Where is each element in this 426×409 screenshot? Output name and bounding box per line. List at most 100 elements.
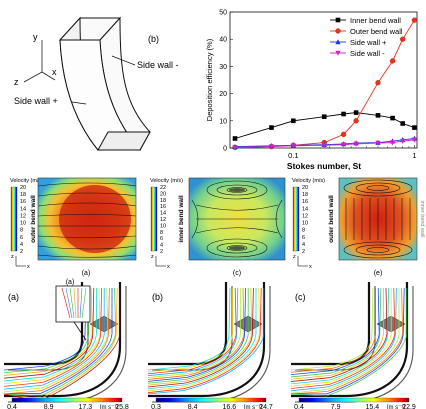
data-point <box>291 118 296 124</box>
y-tick-label: 0 <box>223 146 227 153</box>
bend-inner-wall <box>148 282 228 366</box>
bend-c-label: (c) <box>295 292 306 302</box>
y-tick-label: 10 <box>219 118 227 125</box>
contour-e-streamlines <box>343 179 413 259</box>
particle-trajectory <box>290 287 380 376</box>
bend-outer-wall <box>291 282 409 398</box>
colorbar-tick-label: 6 <box>20 235 23 241</box>
diagram-panel-label: (b) <box>148 34 159 44</box>
bend-colorbar <box>298 397 410 403</box>
y-ticks: 0 10 20 30 40 50 <box>219 10 233 153</box>
particle-trajectory <box>290 287 374 371</box>
series-line <box>234 112 415 139</box>
colorbar-tick-label: 16 <box>160 204 166 210</box>
bend-inner-wall <box>4 282 84 366</box>
bend-colorbar <box>11 397 123 403</box>
colorbar-tick-label: 2 <box>20 249 23 255</box>
colorbar-tick-label: 6 <box>160 236 163 242</box>
particle-trajectory <box>147 287 261 392</box>
axis-x-label: x <box>52 67 57 77</box>
deposition-chart: 0 10 20 30 40 50 0.1 1 Deposition efficiency (… <box>205 10 418 171</box>
colorbar-tick-label: 10 <box>20 221 26 227</box>
bend-colorbar-unit: [m s⁻¹] <box>387 405 405 409</box>
colorbar-tick-label: 14 <box>302 206 308 212</box>
side-plus-pointer <box>71 101 87 105</box>
data-point <box>400 121 405 126</box>
data-point <box>389 140 396 146</box>
data-point <box>321 142 327 149</box>
data-point <box>353 110 359 115</box>
contour-a-axis-z: z <box>11 254 14 260</box>
y-tick-label: 50 <box>219 10 227 17</box>
legend-label: Inner bend wall <box>350 16 401 25</box>
data-point <box>335 17 341 23</box>
colorbar-tick-label: 18 <box>20 192 26 198</box>
series-group <box>232 17 418 151</box>
particle-trajectory <box>3 287 87 371</box>
data-point <box>340 131 347 138</box>
legend-label: Outer bend wall <box>350 27 403 36</box>
side-wall-plus-label: Side wall + <box>14 96 58 106</box>
bend-inner-wall-back <box>152 286 233 371</box>
data-point <box>412 125 417 130</box>
colorbar-tick-label: 20 <box>302 185 308 191</box>
legend-label: Side wall - <box>350 49 385 58</box>
particle-trajectory <box>290 288 408 397</box>
colorbar-tick-label: 4 <box>20 242 23 248</box>
particle-trajectory <box>3 287 101 385</box>
bend-colorbar-tick: 0.3 <box>151 404 161 409</box>
colorbar-tick-label: 16 <box>20 199 26 205</box>
contour-e-label: (e) <box>374 270 383 277</box>
side-wall-minus-label: Side wall - <box>137 60 179 70</box>
contour-c-axis-z: z <box>151 254 154 260</box>
bend-a-inset <box>55 285 91 323</box>
contour-a-label: (a) <box>82 270 91 277</box>
y-axis-label: Deposition efficiency (%) <box>205 38 214 121</box>
data-point <box>411 17 418 23</box>
axis-y-label: y <box>33 32 38 42</box>
data-point <box>232 136 238 141</box>
particle-trajectory <box>290 288 376 373</box>
series-line <box>234 138 415 148</box>
particle-trajectory <box>3 287 117 397</box>
data-point <box>411 137 418 143</box>
particle-trajectory <box>3 288 105 390</box>
particle-trajectory <box>3 287 95 379</box>
particle-trajectory <box>3 287 102 387</box>
colorbar-e <box>292 186 300 252</box>
data-point <box>375 113 381 118</box>
data-point <box>268 144 275 150</box>
particle-trajectory <box>147 287 231 371</box>
contour-e-axes <box>297 256 308 267</box>
data-point <box>290 143 296 149</box>
data-point <box>390 115 395 121</box>
particle-trajectory <box>290 288 384 380</box>
x-axis-label: Stokes number, St <box>287 161 361 171</box>
particle-trajectory <box>290 287 396 389</box>
contour-a-axes <box>15 256 26 267</box>
colorbar-c-title: Velocity (m/s) <box>150 178 183 184</box>
colorbar-tick-label: 2 <box>302 249 305 255</box>
colorbar-tick-label: 8 <box>20 228 23 234</box>
particle-trajectory <box>147 287 237 375</box>
data-point <box>340 142 347 148</box>
bend-a-inset-streaks <box>61 287 87 319</box>
particle-trajectory <box>147 288 241 378</box>
bend-inner-wall <box>291 282 371 366</box>
bend-outer-wall <box>4 282 122 398</box>
bend-colorbar-tick: 8.4 <box>188 404 198 409</box>
bend-outer-wall <box>148 282 266 398</box>
particle-trajectory <box>290 287 389 385</box>
series-3 <box>232 137 418 151</box>
colorbar-tick-label: 16 <box>302 199 308 205</box>
particle-trajectory <box>290 287 404 395</box>
contour-a-wall: outer bend wall <box>30 195 37 243</box>
particle-trajectory <box>3 287 93 376</box>
colorbar-tick-label: 4 <box>302 242 305 248</box>
bend-b-label: (b) <box>152 292 163 302</box>
particle-trajectory <box>3 287 118 400</box>
data-point <box>335 39 341 45</box>
